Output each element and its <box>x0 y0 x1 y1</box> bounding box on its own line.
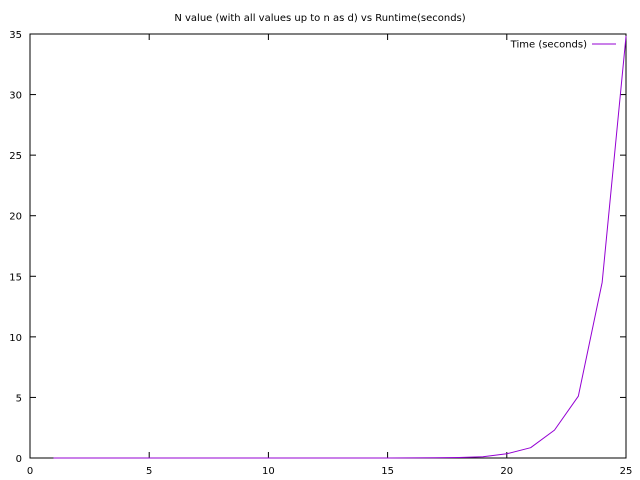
y-tick-label: 35 <box>9 30 22 41</box>
y-tick-label: 25 <box>9 151 22 162</box>
plot-border <box>29 33 627 459</box>
x-tick-label: 15 <box>381 466 394 477</box>
y-tick-label: 15 <box>9 272 22 283</box>
y-tick-label: 5 <box>16 393 22 404</box>
y-tick-label: 20 <box>9 212 22 223</box>
y-tick-label: 30 <box>9 91 22 102</box>
x-tick-label: 0 <box>27 466 33 477</box>
series-line-0 <box>53 35 627 459</box>
x-tick-label: 5 <box>146 466 152 477</box>
x-tick-label: 25 <box>620 466 633 477</box>
x-tick-label: 20 <box>500 466 513 477</box>
y-tick-label: 10 <box>9 333 22 344</box>
plot-area: 0 5 10 15 20 25 0 5 10 15 20 25 30 35 <box>9 30 632 477</box>
y-tick-label: 0 <box>16 454 22 465</box>
chart-title: N value (with all values up to n as d) v… <box>174 13 465 24</box>
x-tick-label: 10 <box>262 466 275 477</box>
legend-label: Time (seconds) <box>510 40 587 51</box>
